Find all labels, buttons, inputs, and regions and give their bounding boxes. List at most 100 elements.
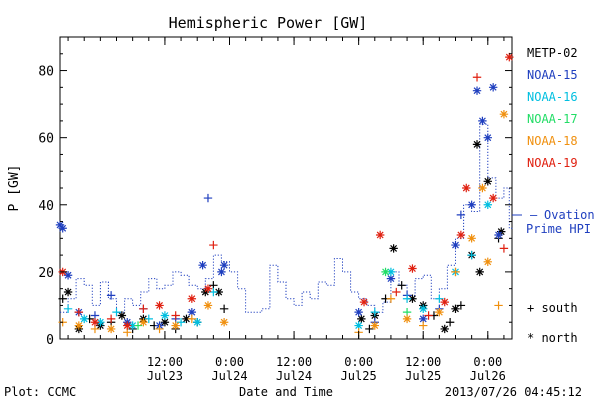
x-tick-time-label: 0:00 [473, 355, 502, 369]
y-tick-label: 0 [46, 333, 54, 348]
north-marker-noaa-19 [90, 318, 100, 327]
south-marker-noaa-18 [386, 294, 396, 303]
axes: 02040608012:00Jul230:00Jul2412:00Jul240:… [38, 37, 512, 383]
x-tick-time-label: 12:00 [147, 355, 183, 369]
south-marker-noaa-18 [187, 314, 197, 324]
data-markers [55, 52, 514, 337]
south-marker-noaa-18 [155, 324, 164, 334]
north-marker-noaa-18 [139, 318, 148, 327]
legend-item-noaa-19: NOAA-19 [527, 156, 578, 170]
north-marker-noaa-15 [494, 230, 503, 240]
south-marker-noaa-19 [499, 244, 509, 253]
north-marker-metp-02 [357, 314, 366, 324]
y-tick-label: 40 [38, 199, 54, 214]
south-marker-metp-02 [445, 318, 455, 327]
north-marker-noaa-19 [462, 183, 471, 193]
north-marker-noaa-19 [123, 321, 132, 330]
x-tick-date-label: Jul25 [341, 369, 377, 383]
y-tick-label: 20 [38, 266, 54, 281]
chart-title: Hemispheric Power [GW] [169, 14, 368, 32]
south-marker-noaa-19 [472, 73, 482, 82]
north-marker-noaa-15 [451, 240, 460, 250]
ovation-step-line [60, 123, 514, 313]
south-marker-noaa-19 [392, 287, 401, 297]
north-marker-noaa-19 [488, 193, 498, 203]
north-marker-metp-02 [408, 294, 417, 303]
north-marker-noaa-18 [106, 324, 116, 334]
north-marker-noaa-18 [370, 321, 379, 330]
north-marker-noaa-15 [478, 116, 487, 126]
south-marker-noaa-16 [112, 307, 121, 317]
north-marker-metp-02 [451, 304, 460, 313]
north-marker-metp-02 [472, 140, 482, 149]
north-marker-noaa-19 [359, 297, 369, 307]
north-marker-noaa-18 [219, 318, 229, 327]
north-marker-noaa-18 [499, 109, 509, 119]
north-marker-noaa-15 [58, 224, 67, 233]
north-marker-metp-02 [182, 314, 191, 324]
north-marker-noaa-15 [467, 200, 476, 209]
south-marker-noaa-18 [451, 267, 460, 277]
north-marker-noaa-16 [160, 311, 170, 320]
north-marker-noaa-16 [96, 318, 105, 327]
north-marker-metp-02 [440, 324, 449, 334]
south-marker-metp-02 [456, 301, 466, 310]
north-marker-noaa-15 [483, 133, 492, 142]
y-tick-label: 80 [38, 65, 54, 80]
north-marker-noaa-15 [472, 86, 482, 95]
north-marker-noaa-19 [456, 230, 466, 240]
south-marker-noaa-16 [402, 294, 412, 303]
x-axis-label: Date and Time [239, 385, 333, 399]
legend-north: * north [527, 331, 578, 345]
north-marker-metp-02 [63, 287, 73, 297]
north-marker-noaa-19 [375, 230, 385, 240]
north-marker-metp-02 [160, 318, 170, 327]
south-marker-metp-02 [58, 294, 67, 303]
north-marker-noaa-18 [467, 234, 476, 243]
ovation-series [60, 123, 514, 313]
north-marker-noaa-16 [483, 200, 492, 209]
plot-timestamp: 2013/07/26 04:45:12 [445, 385, 582, 399]
north-marker-noaa-15 [488, 83, 498, 92]
x-tick-time-label: 12:00 [405, 355, 441, 369]
x-tick-date-label: Jul24 [276, 369, 312, 383]
north-marker-noaa-19 [155, 301, 164, 310]
north-marker-noaa-18 [203, 301, 213, 310]
south-marker-noaa-16 [370, 307, 379, 317]
legend-south: + south [527, 301, 578, 315]
north-marker-noaa-16 [354, 321, 363, 330]
south-marker-noaa-19 [106, 314, 116, 324]
x-tick-date-label: Jul24 [211, 369, 247, 383]
north-marker-metp-02 [117, 311, 127, 320]
north-marker-noaa-15 [386, 274, 396, 283]
north-marker-noaa-15 [219, 260, 229, 270]
north-marker-metp-02 [475, 267, 484, 277]
legend-item-noaa-16: NOAA-16 [527, 90, 578, 104]
north-marker-noaa-18 [478, 183, 487, 193]
north-marker-noaa-18 [402, 314, 412, 324]
legend-item-noaa-18: NOAA-18 [527, 134, 578, 148]
north-marker-noaa-17 [381, 267, 390, 277]
south-marker-noaa-19 [171, 311, 180, 320]
x-tick-time-label: 0:00 [344, 355, 373, 369]
north-marker-metp-02 [214, 287, 223, 297]
north-marker-noaa-18 [483, 257, 492, 267]
north-marker-noaa-15 [354, 307, 363, 317]
x-tick-date-label: Jul26 [470, 369, 506, 383]
south-marker-noaa-19 [424, 311, 433, 320]
north-marker-noaa-18 [435, 307, 444, 317]
north-marker-noaa-15 [187, 307, 197, 317]
south-marker-noaa-18 [494, 301, 503, 310]
south-marker-noaa-15 [456, 210, 466, 220]
north-marker-noaa-18 [171, 321, 180, 330]
south-marker-metp-02 [219, 304, 229, 313]
south-marker-noaa-19 [139, 304, 148, 313]
plot-credit: Plot: CCMC [4, 385, 76, 399]
south-marker-noaa-15 [203, 193, 213, 203]
north-marker-noaa-15 [217, 267, 226, 277]
legend-item-noaa-17: NOAA-17 [527, 112, 578, 126]
north-marker-metp-02 [389, 244, 398, 253]
north-marker-noaa-19 [440, 297, 449, 307]
north-marker-noaa-16 [80, 314, 89, 324]
